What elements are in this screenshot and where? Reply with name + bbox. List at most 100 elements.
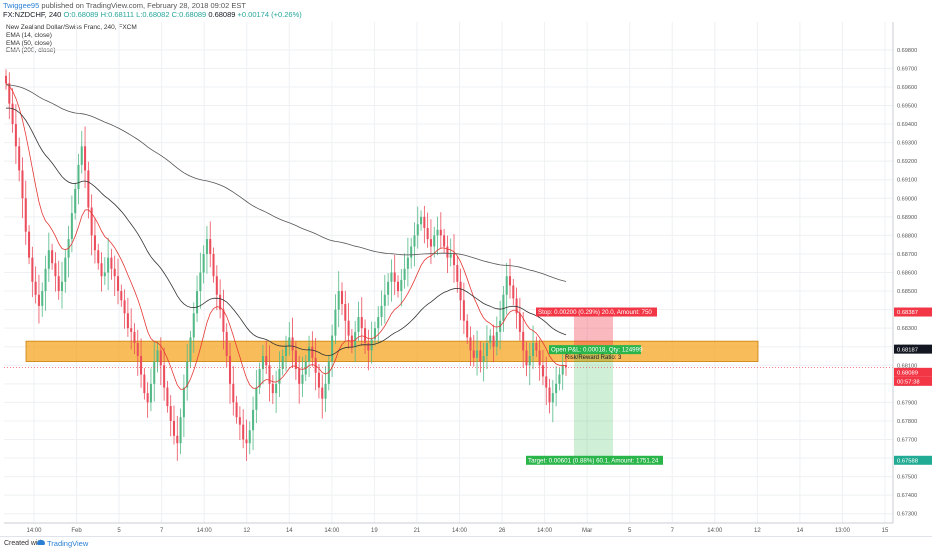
candle-body xyxy=(502,294,505,321)
candle-body xyxy=(110,257,113,269)
candle-body xyxy=(130,328,133,332)
candle-body xyxy=(406,257,409,269)
price-tick-label: 0.68700 xyxy=(897,252,917,258)
target-price-tag: 0.67588 xyxy=(897,458,918,464)
candle-body xyxy=(143,374,146,394)
candle-body xyxy=(84,146,87,171)
indicator-legend: New Zealand Dollar/Swiss Franc, 240, FXC… xyxy=(6,24,137,55)
candle-body xyxy=(182,387,185,418)
price-chart[interactable]: Stop: 0.00200 (0.29%) 20.0, Amount: 750 O… xyxy=(0,0,932,536)
time-tick-label: 14:00 xyxy=(452,528,468,534)
candle-body xyxy=(140,356,143,375)
price-axis: 0.69800 0.69700 0.69600 0.69500 0.69400 0.693… xyxy=(892,22,932,523)
candle-body xyxy=(334,309,337,336)
published-text: published on TradingView.com, February 2… xyxy=(41,1,246,10)
candle-body xyxy=(8,83,11,104)
price-tick-label: 0.68800 xyxy=(897,233,917,239)
time-tick-label: 14:00 xyxy=(197,528,213,534)
candle-body xyxy=(116,276,120,292)
candle-body xyxy=(252,409,255,431)
candle-body xyxy=(492,335,495,347)
target-label: Target: 0.00601 (0.88%) 60.1, Amount: 17… xyxy=(528,457,659,464)
time-tick-label: 14:00 xyxy=(537,528,553,534)
candle-body xyxy=(21,170,24,199)
target-zone xyxy=(574,349,613,461)
support-zone-rect xyxy=(25,340,759,362)
time-tick-label: 12 xyxy=(754,528,761,534)
time-tick-label: 14 xyxy=(286,528,293,534)
price-tick-label: 0.69600 xyxy=(897,85,917,91)
candle-body xyxy=(113,268,116,277)
candle-body xyxy=(528,356,531,366)
candle-body xyxy=(271,383,274,394)
candle-body xyxy=(469,337,472,351)
candle-body xyxy=(4,75,8,84)
legend-ema14[interactable]: EMA (14, close) xyxy=(6,31,52,39)
price-tick-label: 0.69800 xyxy=(897,48,917,54)
time-tick-label: 7 xyxy=(160,528,164,534)
candle-body xyxy=(561,365,564,375)
ema50-line xyxy=(5,107,567,357)
candle-body xyxy=(294,350,297,369)
candle-body xyxy=(245,439,248,444)
candle-body xyxy=(219,294,222,310)
candle-body xyxy=(525,350,528,366)
candle-body xyxy=(11,103,14,125)
candle-body xyxy=(429,239,432,247)
candle-body xyxy=(14,124,17,147)
candle-body xyxy=(410,246,413,258)
price-tick-label: 0.69300 xyxy=(897,141,917,147)
candle-body xyxy=(261,356,264,369)
candle-body xyxy=(466,320,469,338)
candle-body xyxy=(298,368,301,384)
price-tick-label: 0.68100 xyxy=(897,363,917,369)
open-pnl-label: Open P&L: 0.00018, Qty: 124999 xyxy=(551,347,643,354)
candle-body xyxy=(390,272,393,282)
candle-body xyxy=(77,164,80,189)
time-tick-label: 5 xyxy=(628,528,632,534)
time-tick-label: 14:00 xyxy=(324,528,340,534)
stop-label: Stop: 0.00200 (0.29%) 20.0, Amount: 750 xyxy=(538,309,652,316)
candle-body xyxy=(396,281,400,292)
time-tick-label: 5 xyxy=(117,528,121,534)
legend-ema50[interactable]: EMA (50, close) xyxy=(6,39,52,47)
candle-body xyxy=(548,387,551,403)
created-with-text: Created with xyxy=(4,540,44,547)
candle-body xyxy=(179,417,182,444)
candle-body xyxy=(443,235,446,247)
time-tick-label: 19 xyxy=(371,528,378,534)
legend-ema200[interactable]: EMA (200, close) xyxy=(6,47,56,55)
candle-body xyxy=(532,343,535,356)
entry-price-tag-bg xyxy=(894,344,932,354)
candle-body xyxy=(331,335,334,362)
candle-body xyxy=(120,291,123,301)
ema14-line xyxy=(5,82,567,390)
open-pnl-label-bg xyxy=(549,345,641,355)
candle-body xyxy=(505,276,508,295)
time-tick-label: 14:00 xyxy=(707,528,723,534)
author-link[interactable]: Twiggee95 xyxy=(3,1,40,10)
countdown-tag: 00:57:38 xyxy=(897,380,920,386)
footer: Created with TradingView xyxy=(0,536,932,551)
tradingview-brand[interactable]: TradingView xyxy=(47,539,89,548)
candle-body xyxy=(383,294,386,306)
candle-body xyxy=(70,213,73,240)
candle-body xyxy=(472,350,475,358)
candle-body xyxy=(149,383,152,403)
price-change: +0.00174 (+0.26%) xyxy=(237,10,302,19)
candle-body xyxy=(485,343,488,356)
candle-body xyxy=(344,304,347,321)
candle-body xyxy=(446,246,449,258)
candle-body xyxy=(228,356,232,384)
candle-body xyxy=(522,331,525,351)
price-tick-label: 0.68300 xyxy=(897,326,917,332)
time-tick-label: 21 xyxy=(414,528,421,534)
candle-body xyxy=(64,257,67,282)
candle-body xyxy=(495,331,498,347)
candle-body xyxy=(235,402,238,418)
tradingview-logo-icon xyxy=(37,540,45,545)
candle-body xyxy=(558,374,561,384)
candle-body xyxy=(133,331,136,344)
candle-body xyxy=(311,346,314,358)
stop-price-tag: 0.68387 xyxy=(897,310,918,316)
